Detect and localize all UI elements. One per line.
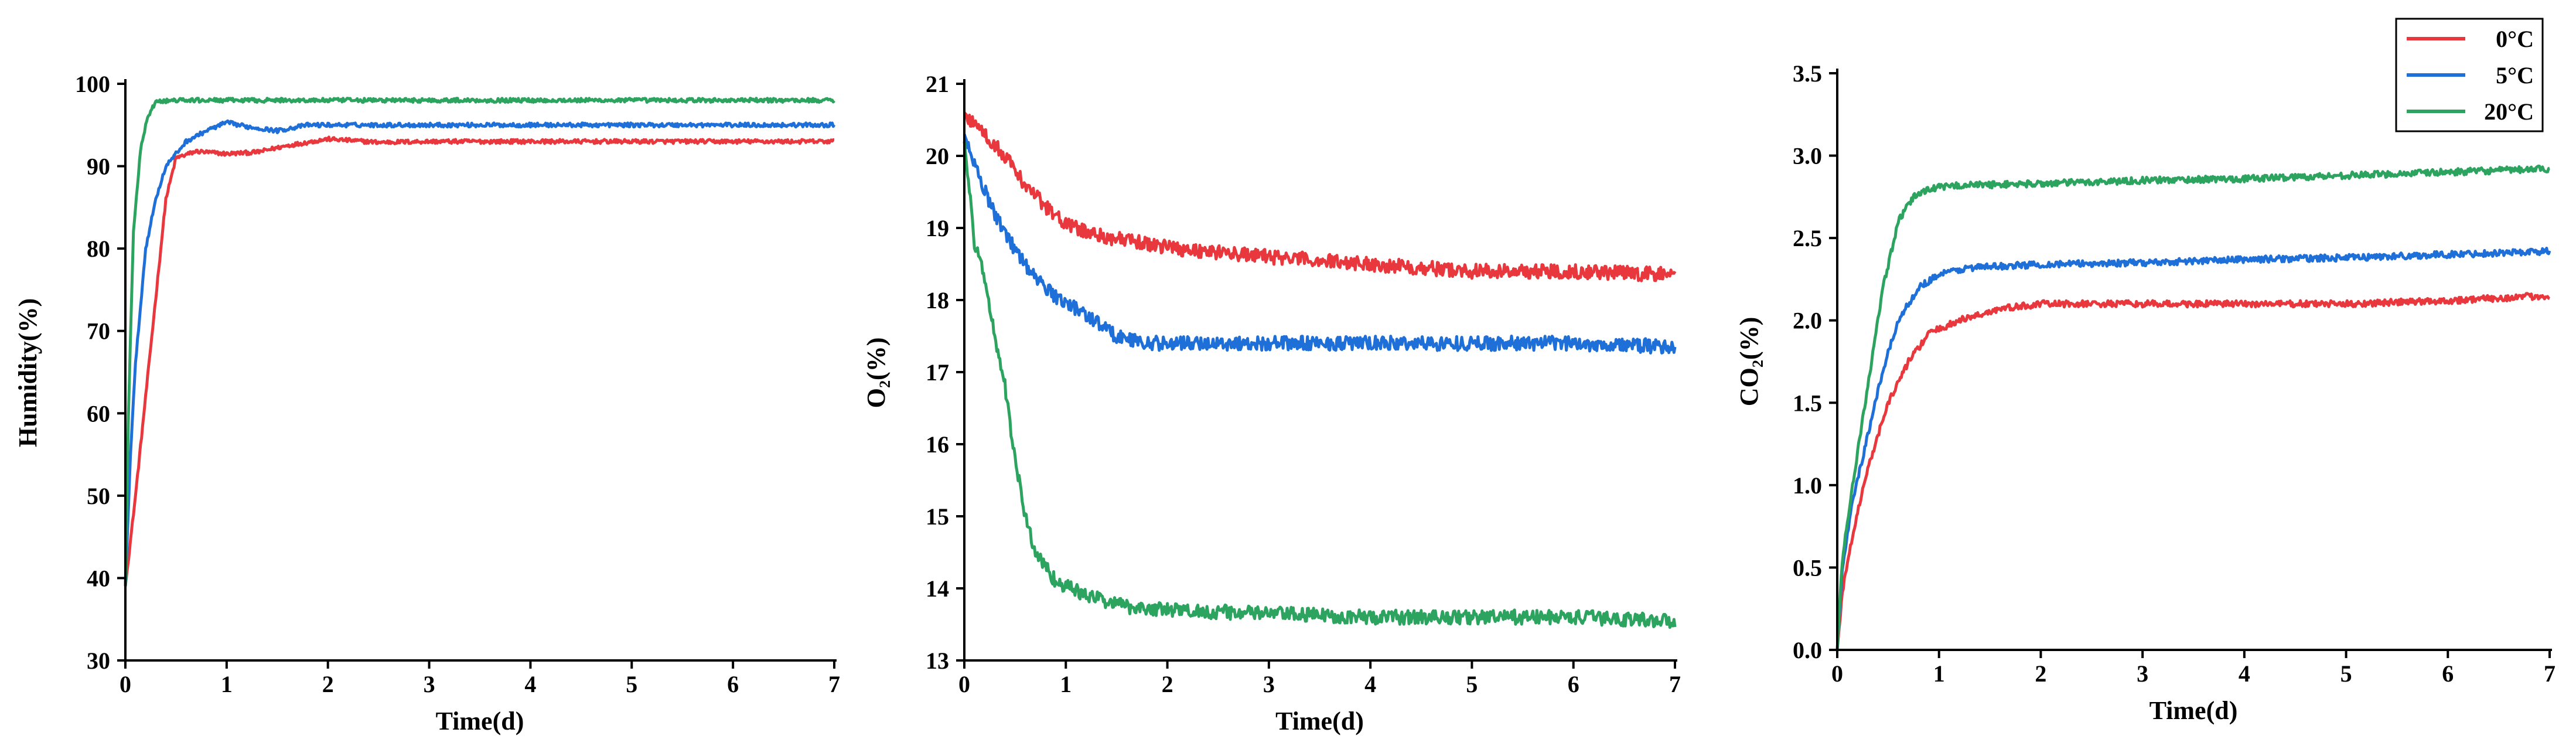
y-tick-label: 60 bbox=[87, 400, 110, 427]
x-axis-label: Time(d) bbox=[436, 707, 524, 735]
x-tick-label: 5 bbox=[2340, 660, 2352, 687]
x-tick-label: 4 bbox=[2239, 660, 2250, 687]
x-tick-label: 7 bbox=[1669, 671, 1681, 697]
x-tick-label: 4 bbox=[524, 671, 536, 697]
series-line-5deg-c bbox=[963, 134, 1677, 355]
chart-panel-1: 0 1 2 3 4 5 6 7 30 40 50 60 70 80 90 100 Time(d) Humidity… bbox=[13, 71, 840, 735]
y-tick-label: 14 bbox=[926, 575, 949, 602]
y-axis-label: Humidity(%) bbox=[13, 298, 42, 447]
series-line-20deg-c bbox=[1835, 164, 2550, 650]
legend: 0°C 5°C 20°C bbox=[2395, 18, 2544, 132]
series-line-0deg-c bbox=[124, 135, 835, 587]
y-axis-label: CO₂(%) bbox=[1735, 317, 1763, 407]
y-tick-label: 20 bbox=[926, 143, 949, 169]
x-axis-label: Time(d) bbox=[2149, 696, 2238, 725]
x-tick-label: 5 bbox=[1466, 671, 1478, 697]
x-tick-label: 3 bbox=[1263, 671, 1275, 697]
y-tick-label: 16 bbox=[926, 431, 949, 458]
x-tick-label: 0 bbox=[120, 671, 131, 697]
series-line-20deg-c bbox=[124, 97, 835, 587]
x-tick-label: 1 bbox=[1933, 660, 1945, 687]
x-tick-label: 5 bbox=[626, 671, 637, 697]
y-tick-label: 0.0 bbox=[1793, 637, 1822, 663]
series-line-0deg-c bbox=[963, 111, 1677, 282]
legend-label: 5°C bbox=[2496, 62, 2534, 88]
series-line-20deg-c bbox=[963, 141, 1677, 629]
y-tick-label: 90 bbox=[87, 154, 110, 180]
x-tick-label: 4 bbox=[1364, 671, 1376, 697]
y-tick-label: 80 bbox=[87, 236, 110, 262]
y-axis-label: O₂(%) bbox=[862, 338, 890, 408]
x-tick-label: 2 bbox=[2035, 660, 2046, 687]
x-tick-label: 6 bbox=[1568, 671, 1579, 697]
x-tick-label: 7 bbox=[2544, 660, 2555, 687]
y-tick-label: 1.0 bbox=[1793, 472, 1822, 499]
chart-panels: 0 1 2 3 4 5 6 730405060708090100Time(d)Humidity… bbox=[13, 60, 2555, 735]
x-tick-label: 6 bbox=[2442, 660, 2454, 687]
y-tick-label: 21 bbox=[926, 71, 949, 97]
y-tick-label: 18 bbox=[926, 287, 949, 314]
chart-panel-2: 0 1 2 3 4 5 6 7 13 14 15 16 17 18 19 20 21 Time(d) O₂(%) bbox=[862, 71, 1681, 735]
chart-panel-3: 0 1 2 3 4 5 6 7 0.0 0.5 1.0 1.5 2.0 2.5 3.0 3.5 Time(d) C… bbox=[1735, 60, 2555, 725]
y-tick-label: 50 bbox=[87, 483, 110, 509]
y-tick-label: 17 bbox=[926, 359, 949, 386]
x-tick-label: 3 bbox=[424, 671, 435, 697]
series-line-5deg-c bbox=[1835, 247, 2551, 650]
y-tick-label: 40 bbox=[87, 565, 110, 591]
x-tick-label: 1 bbox=[221, 671, 233, 697]
y-tick-label: 19 bbox=[926, 215, 949, 241]
y-tick-label: 3.5 bbox=[1793, 60, 1822, 87]
y-tick-label: 100 bbox=[75, 71, 110, 97]
y-tick-label: 0.5 bbox=[1793, 554, 1822, 581]
y-tick-label: 70 bbox=[87, 318, 110, 345]
x-tick-label: 0 bbox=[1831, 660, 1843, 687]
series-line-5deg-c bbox=[124, 119, 836, 587]
x-tick-label: 3 bbox=[2137, 660, 2148, 687]
x-tick-label: 0 bbox=[958, 671, 970, 697]
legend-label: 0°C bbox=[2496, 26, 2534, 52]
y-tick-label: 30 bbox=[87, 648, 110, 674]
y-tick-label: 2.5 bbox=[1793, 225, 1822, 251]
x-tick-label: 2 bbox=[1162, 671, 1173, 697]
x-tick-label: 2 bbox=[322, 671, 334, 697]
x-tick-label: 6 bbox=[727, 671, 739, 697]
y-tick-label: 2.0 bbox=[1793, 308, 1822, 334]
y-tick-label: 13 bbox=[926, 648, 949, 674]
y-tick-label: 3.0 bbox=[1793, 143, 1822, 169]
legend-label: 20°C bbox=[2484, 98, 2534, 125]
x-tick-label: 1 bbox=[1060, 671, 1072, 697]
y-tick-label: 15 bbox=[926, 503, 949, 530]
y-tick-label: 1.5 bbox=[1793, 390, 1822, 416]
x-tick-label: 7 bbox=[828, 671, 840, 697]
series-line-0deg-c bbox=[1835, 292, 2550, 650]
x-axis-label: Time(d) bbox=[1275, 707, 1364, 735]
